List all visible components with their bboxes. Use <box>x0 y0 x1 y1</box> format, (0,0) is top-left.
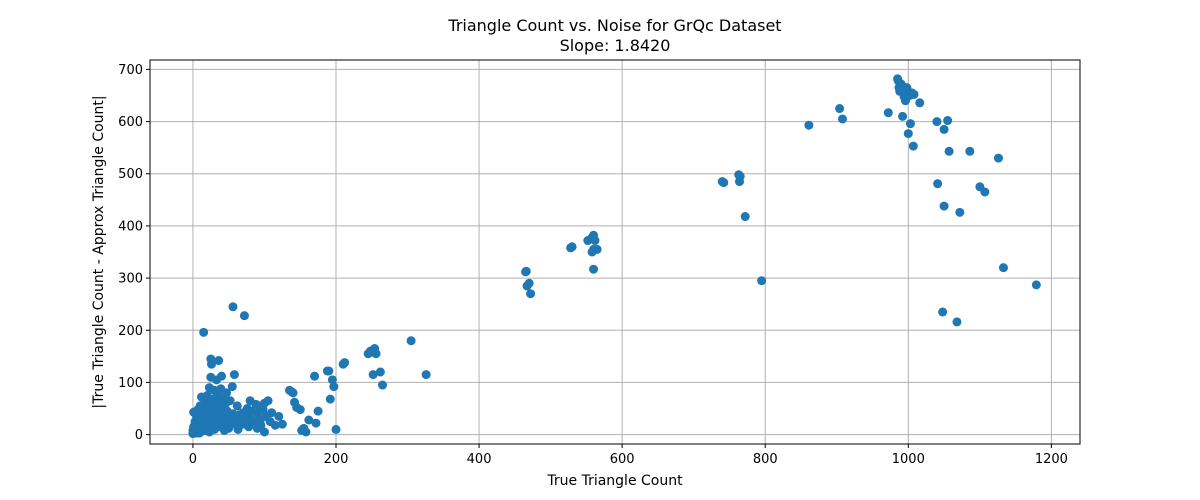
data-point <box>734 177 744 187</box>
data-point <box>375 367 385 377</box>
data-point <box>270 420 280 430</box>
y-tick-label: 700 <box>118 63 143 78</box>
data-point <box>835 104 845 114</box>
data-point <box>915 98 925 108</box>
data-point <box>905 119 915 129</box>
data-point <box>955 207 965 217</box>
data-point <box>222 388 232 398</box>
data-point <box>898 111 908 121</box>
data-point <box>933 179 943 189</box>
data-point <box>217 371 227 381</box>
data-point <box>232 401 242 411</box>
data-point <box>327 375 337 385</box>
data-point <box>207 359 217 369</box>
data-point <box>757 276 767 286</box>
data-point <box>301 427 311 437</box>
data-point <box>590 236 600 246</box>
y-tick-label: 200 <box>118 324 143 339</box>
data-point <box>199 327 209 337</box>
data-point <box>524 278 534 288</box>
data-point <box>340 358 350 368</box>
y-tick-label: 100 <box>118 376 143 391</box>
data-point <box>883 108 893 118</box>
data-point <box>938 307 948 317</box>
y-tick-label: 500 <box>118 167 143 182</box>
data-point <box>228 302 238 312</box>
data-point <box>331 424 341 434</box>
chart-title: Triangle Count vs. Noise for GrQc Datase… <box>447 16 781 35</box>
data-point <box>295 405 305 415</box>
y-tick-label: 300 <box>118 272 143 287</box>
data-point <box>421 370 431 380</box>
y-axis-label: |True Triangle Count - Approx Triangle C… <box>91 95 107 408</box>
data-point <box>378 380 387 390</box>
x-tick-label: 600 <box>610 452 635 467</box>
x-tick-label: 1000 <box>892 452 925 467</box>
data-point <box>589 264 599 274</box>
data-point <box>944 146 954 156</box>
data-point <box>837 114 847 124</box>
data-point <box>998 263 1008 273</box>
data-point <box>592 244 602 254</box>
data-points <box>188 74 1041 439</box>
x-tick-label: 400 <box>467 452 492 467</box>
data-point <box>943 116 953 126</box>
data-point <box>267 408 277 418</box>
data-point <box>263 396 273 406</box>
data-point <box>304 415 314 425</box>
data-point <box>740 212 750 222</box>
y-tick-label: 0 <box>135 428 143 443</box>
data-point <box>249 417 259 427</box>
data-point <box>325 394 335 404</box>
data-point <box>277 419 287 429</box>
data-point <box>965 146 975 156</box>
data-point <box>521 266 531 276</box>
data-point <box>980 187 990 197</box>
data-point <box>993 153 1003 163</box>
data-point <box>567 242 577 252</box>
data-point <box>239 311 249 321</box>
y-tick-label: 400 <box>118 219 143 234</box>
data-point <box>225 396 235 406</box>
data-point <box>313 406 323 416</box>
data-point <box>939 201 949 211</box>
data-point <box>371 349 381 359</box>
data-point <box>909 89 919 99</box>
data-point <box>274 411 284 421</box>
data-point <box>259 427 269 437</box>
plot-area <box>149 59 1081 445</box>
x-axis-label: True Triangle Count <box>546 473 683 489</box>
data-point <box>952 317 962 327</box>
x-tick-label: 200 <box>324 452 349 467</box>
y-tick-label: 600 <box>118 115 143 130</box>
data-point <box>329 382 339 392</box>
data-point <box>311 418 321 428</box>
data-point <box>324 366 334 376</box>
data-point <box>406 336 416 346</box>
x-tick-label: 800 <box>753 452 778 467</box>
data-point <box>939 124 949 134</box>
x-tick-label: 1200 <box>1035 452 1068 467</box>
data-point <box>1031 280 1041 290</box>
data-point <box>908 141 918 151</box>
data-point <box>368 370 378 380</box>
data-point <box>229 370 239 380</box>
data-point <box>310 371 320 381</box>
data-point <box>932 117 942 127</box>
axis-ticks: 0 200 400 600 800 1000 1200 0 100 200 300 400 500 600… <box>118 63 1068 467</box>
chart-subtitle: Slope: 1.8420 <box>560 36 671 55</box>
data-point <box>288 388 298 398</box>
x-tick-label: 0 <box>189 452 197 467</box>
data-point <box>526 289 536 299</box>
data-point <box>804 120 814 130</box>
data-point <box>719 178 729 188</box>
data-point <box>256 420 266 430</box>
data-point <box>903 129 913 139</box>
data-point <box>214 356 224 366</box>
data-point <box>227 382 237 392</box>
